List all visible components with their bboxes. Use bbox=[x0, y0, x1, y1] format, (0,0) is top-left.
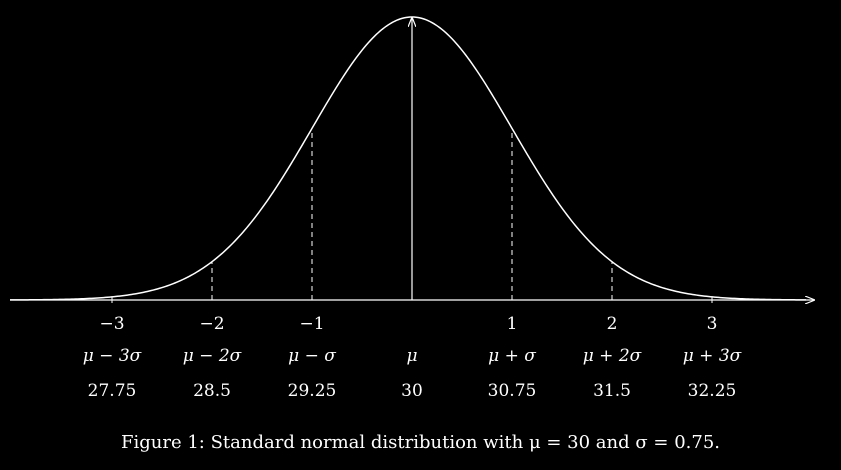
x-value-label: 28.5 bbox=[193, 381, 231, 401]
z-tick-label: −3 bbox=[99, 314, 124, 334]
x-value-label: 29.25 bbox=[288, 381, 337, 401]
x-value-label: 30 bbox=[401, 381, 423, 401]
z-tick-label: −1 bbox=[299, 314, 324, 334]
figure-caption: Figure 1: Standard normal distribution w… bbox=[121, 432, 720, 453]
z-tick-label: 3 bbox=[707, 314, 718, 334]
x-value-label: 31.5 bbox=[593, 381, 631, 401]
x-value-label: 27.75 bbox=[88, 381, 137, 401]
sigma-symbol-label: μ − σ bbox=[288, 346, 336, 366]
sigma-symbol-label: μ − 3σ bbox=[83, 346, 142, 366]
z-tick-label: 1 bbox=[507, 314, 518, 334]
x-value-label: 32.25 bbox=[688, 381, 737, 401]
x-value-label: 30.75 bbox=[488, 381, 537, 401]
z-tick-label: −2 bbox=[199, 314, 224, 334]
sigma-symbol-label: μ + σ bbox=[488, 346, 536, 366]
sigma-symbol-label: μ bbox=[406, 346, 417, 366]
sigma-symbol-label: μ + 2σ bbox=[583, 346, 642, 366]
z-tick-label: 2 bbox=[607, 314, 618, 334]
sigma-symbol-label: μ + 3σ bbox=[683, 346, 742, 366]
sigma-symbol-label: μ − 2σ bbox=[183, 346, 242, 366]
density-curve bbox=[10, 16, 807, 301]
